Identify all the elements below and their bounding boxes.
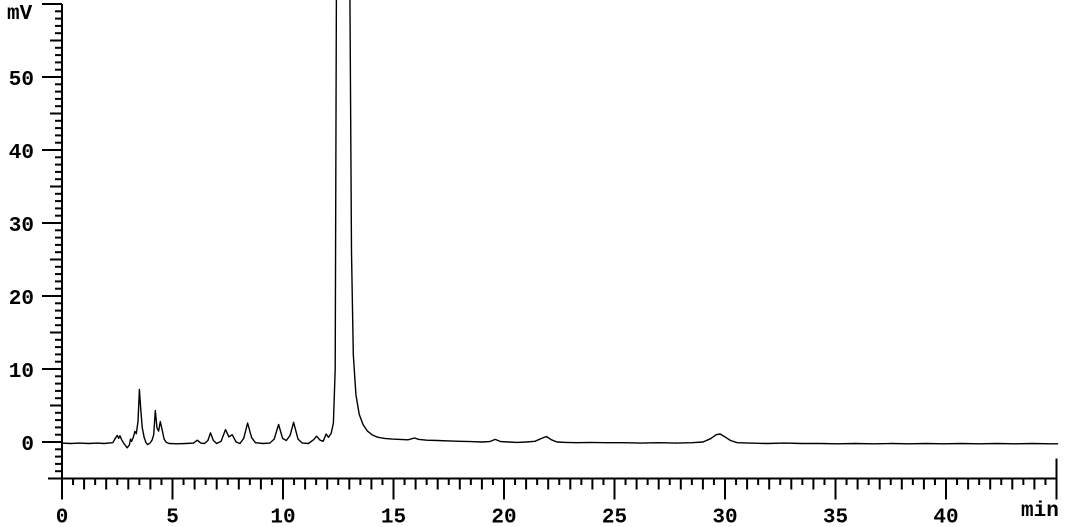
x-tick-label-10: 10 <box>270 507 295 527</box>
y-tick-label-0: 0 <box>21 434 34 457</box>
x-tick-label-40: 40 <box>933 507 958 527</box>
x-tick-label-25: 25 <box>602 507 627 527</box>
x-tick-label-20: 20 <box>491 507 516 527</box>
chromatogram-trace <box>61 0 1059 449</box>
y-tick-label-10: 10 <box>9 361 34 384</box>
y-tick-label-30: 30 <box>9 215 34 238</box>
x-tick-label-30: 30 <box>712 507 737 527</box>
y-tick-label-20: 20 <box>9 288 34 311</box>
x-axis-unit-label: min <box>1021 500 1059 523</box>
y-axis-unit-label: mV <box>7 3 33 26</box>
x-tick-label-5: 5 <box>166 507 179 527</box>
x-tick-label-35: 35 <box>823 507 848 527</box>
x-tick-label-15: 15 <box>381 507 406 527</box>
y-tick-label-40: 40 <box>9 142 34 165</box>
x-tick-label-0: 0 <box>56 507 69 527</box>
y-tick-label-50: 50 <box>9 69 34 92</box>
